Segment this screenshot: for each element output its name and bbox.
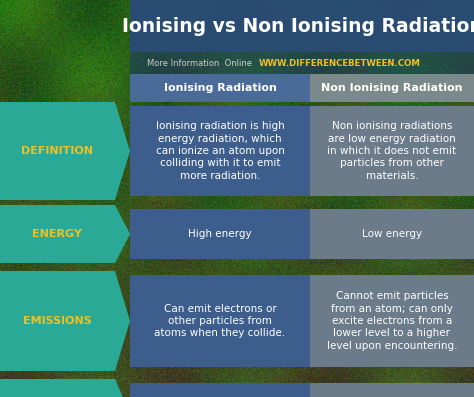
Text: EMISSIONS: EMISSIONS — [23, 316, 91, 326]
Text: High energy: High energy — [188, 229, 252, 239]
Bar — [310, 106, 474, 196]
Polygon shape — [0, 205, 130, 263]
Text: Non ionising radiations
are low energy radiation
in which it does not emit
parti: Non ionising radiations are low energy r… — [328, 121, 456, 181]
Bar — [130, 74, 310, 102]
Polygon shape — [0, 379, 130, 397]
Text: WWW.DIFFERENCEBETWEEN.COM: WWW.DIFFERENCEBETWEEN.COM — [259, 58, 421, 67]
Text: ENERGY: ENERGY — [32, 229, 82, 239]
Bar — [130, 0, 474, 52]
Text: Low energy: Low energy — [362, 229, 422, 239]
Text: Can emit electrons or
other particles from
atoms when they collide.: Can emit electrons or other particles fr… — [155, 304, 285, 338]
Text: Ionising Radiation: Ionising Radiation — [164, 83, 276, 93]
Bar — [310, 74, 474, 102]
Bar — [310, 275, 474, 367]
Text: More Information  Online: More Information Online — [147, 58, 253, 67]
Bar — [130, 275, 310, 367]
Text: Non Ionising Radiation: Non Ionising Radiation — [321, 83, 463, 93]
Bar — [130, 52, 474, 74]
Text: Cannot emit particles
from an atom; can only
excite electrons from a
lower level: Cannot emit particles from an atom; can … — [327, 291, 457, 351]
Text: Ionising vs Non Ionising Radiation: Ionising vs Non Ionising Radiation — [122, 17, 474, 35]
Bar — [310, 209, 474, 259]
Bar — [130, 383, 310, 397]
Text: DEFINITION: DEFINITION — [21, 146, 93, 156]
Bar — [130, 106, 310, 196]
Text: Ionising radiation is high
energy radiation, which
can ionize an atom upon
colli: Ionising radiation is high energy radiat… — [155, 121, 284, 181]
Bar — [310, 383, 474, 397]
Polygon shape — [0, 271, 130, 371]
Polygon shape — [0, 102, 130, 200]
Bar — [130, 209, 310, 259]
